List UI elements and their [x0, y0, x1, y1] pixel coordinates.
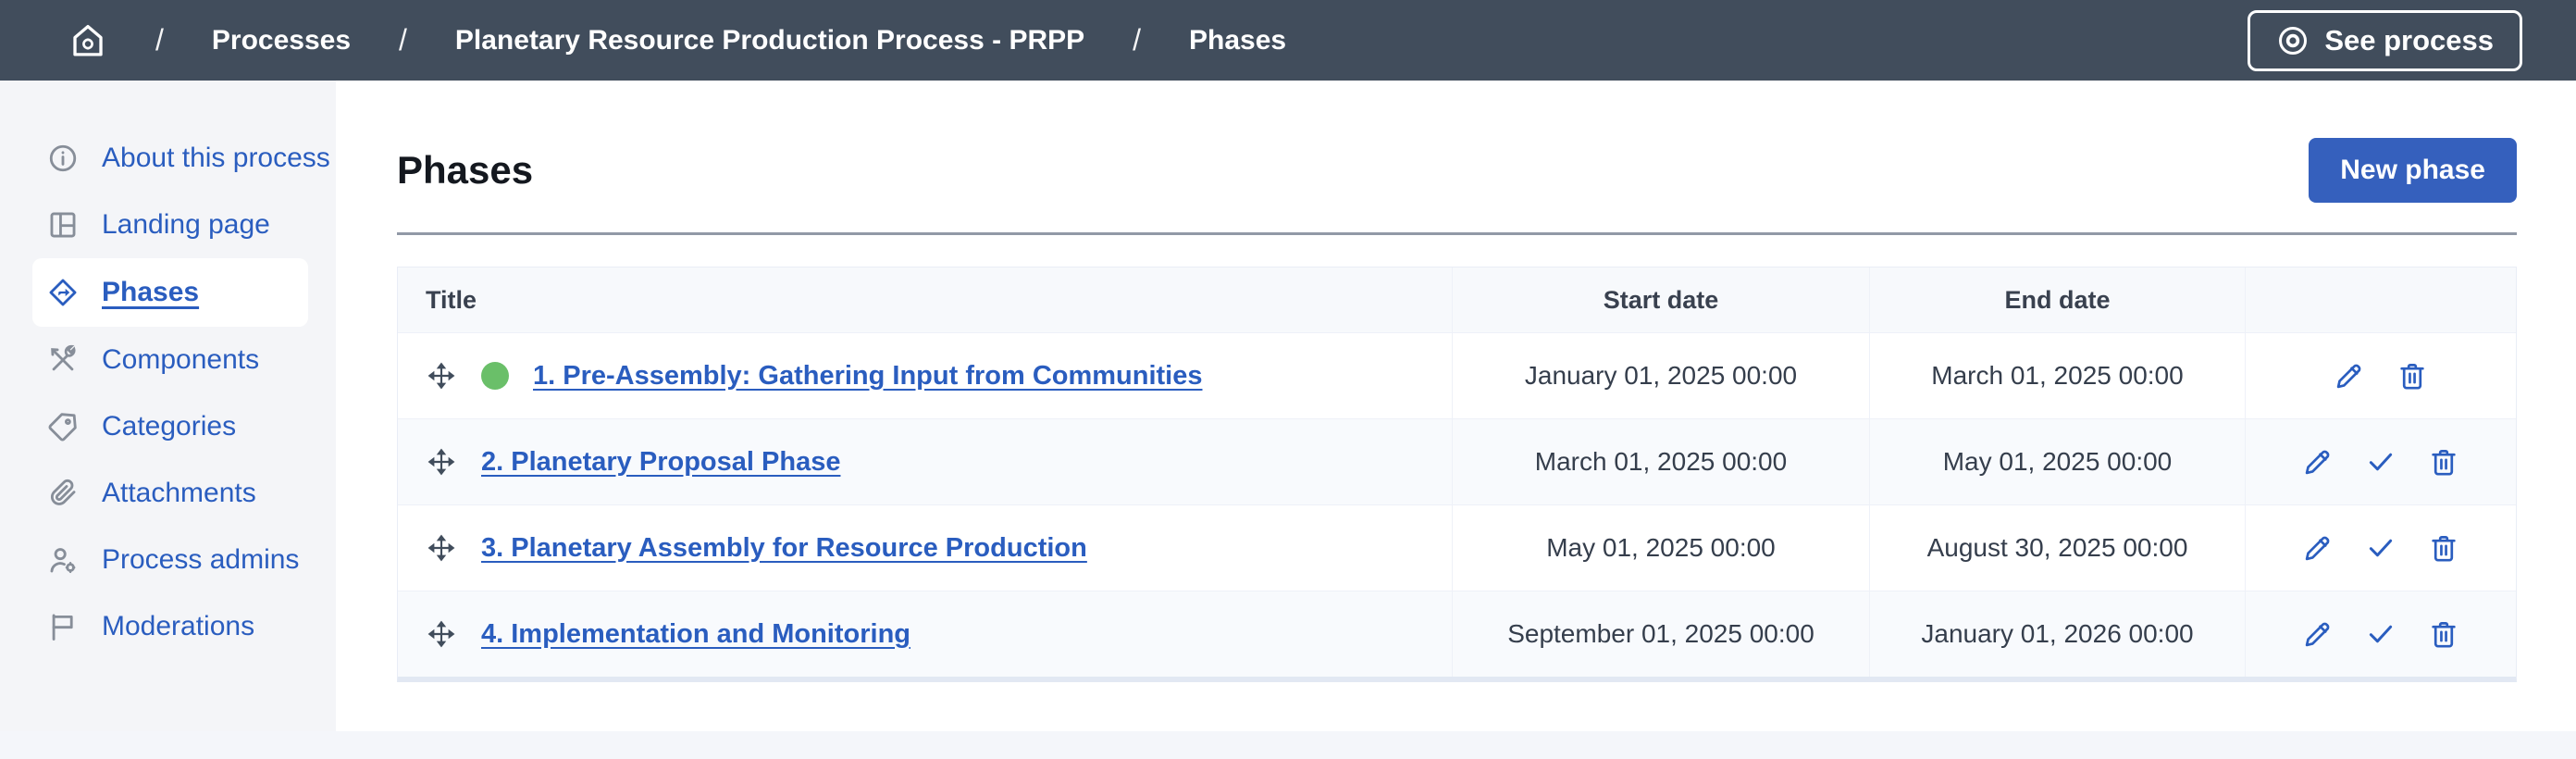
delete-phase-button[interactable] — [2396, 359, 2429, 392]
delete-phase-button[interactable] — [2427, 531, 2460, 565]
breadcrumb-separator: / — [155, 23, 164, 56]
drag-handle-icon[interactable] — [426, 618, 457, 650]
phase-title-link[interactable]: 2. Planetary Proposal Phase — [481, 446, 841, 477]
start-date-value: March 01, 2025 00:00 — [1452, 419, 1869, 504]
edit-phase-button[interactable] — [2301, 445, 2334, 479]
phase-title-link[interactable]: 3. Planetary Assembly for Resource Produ… — [481, 532, 1087, 563]
phase-title-link[interactable]: 4. Implementation and Monitoring — [481, 618, 910, 649]
end-date-value: March 01, 2025 00:00 — [1869, 333, 2245, 418]
breadcrumb-separator: / — [1133, 23, 1142, 56]
column-header-end-date: End date — [1869, 268, 2245, 332]
sidebar-item-label: About this process — [102, 143, 330, 173]
process-sidebar: About this process Landing page Phases — [0, 81, 336, 731]
start-date-value: January 01, 2025 00:00 — [1452, 333, 1869, 418]
home-breadcrumb-link[interactable] — [68, 21, 107, 60]
sidebar-item-attachments[interactable]: Attachments — [0, 460, 336, 527]
flag-icon — [46, 610, 80, 643]
layout-icon — [46, 208, 80, 242]
sidebar-item-label: Components — [102, 344, 260, 375]
sidebar-item-landing-page[interactable]: Landing page — [0, 192, 336, 258]
header-divider — [397, 232, 2517, 235]
sidebar-item-label: Categories — [102, 411, 237, 442]
sidebar-item-process-admins[interactable]: Process admins — [0, 527, 336, 593]
phases-table: Title Start date End date 1. Pre-Assembl… — [397, 267, 2517, 682]
table-header-row: Title Start date End date — [398, 268, 2516, 332]
column-header-title: Title — [426, 285, 477, 314]
sidebar-item-moderations[interactable]: Moderations — [0, 593, 336, 660]
sidebar-item-about[interactable]: About this process — [0, 125, 336, 192]
top-bar: / Processes / Planetary Resource Product… — [0, 0, 2576, 81]
attachment-icon — [46, 477, 80, 510]
page-title: Phases — [397, 148, 534, 192]
end-date-value: May 01, 2025 00:00 — [1869, 419, 2245, 504]
active-phase-indicator — [481, 362, 509, 390]
sidebar-item-categories[interactable]: Categories — [0, 393, 336, 460]
user-settings-icon — [46, 543, 80, 577]
main-content: Phases New phase Title Start date End da… — [336, 81, 2576, 731]
sidebar-item-label: Process admins — [102, 544, 300, 575]
delete-phase-button[interactable] — [2427, 445, 2460, 479]
sidebar-item-components[interactable]: Components — [0, 327, 336, 393]
see-process-label: See process — [2324, 23, 2494, 56]
end-date-value: August 30, 2025 00:00 — [1869, 505, 2245, 591]
edit-phase-button[interactable] — [2333, 359, 2366, 392]
delete-phase-button[interactable] — [2427, 617, 2460, 651]
drag-handle-icon[interactable] — [426, 532, 457, 564]
footer-strip — [0, 731, 2576, 759]
tools-icon — [46, 343, 80, 377]
sidebar-item-phases[interactable]: Phases — [32, 258, 308, 327]
edit-phase-button[interactable] — [2301, 617, 2334, 651]
table-row: 2. Planetary Proposal Phase March 01, 20… — [398, 418, 2516, 504]
phase-title-link[interactable]: 1. Pre-Assembly: Gathering Input from Co… — [533, 360, 1203, 391]
drag-handle-icon[interactable] — [426, 446, 457, 478]
direction-icon — [46, 276, 80, 309]
breadcrumb-processes[interactable]: Processes — [211, 24, 352, 56]
sidebar-item-label: Phases — [102, 277, 200, 307]
see-process-button[interactable]: See process — [2248, 9, 2522, 71]
edit-phase-button[interactable] — [2301, 531, 2334, 565]
start-date-value: May 01, 2025 00:00 — [1452, 505, 1869, 591]
breadcrumb: / Processes / Planetary Resource Product… — [68, 21, 1286, 60]
end-date-value: January 01, 2026 00:00 — [1869, 591, 2245, 677]
sidebar-item-label: Landing page — [102, 209, 270, 240]
breadcrumb-phases[interactable]: Phases — [1189, 24, 1287, 56]
breadcrumb-separator: / — [399, 23, 407, 56]
table-row: 4. Implementation and Monitoring Septemb… — [398, 591, 2516, 677]
column-header-actions — [2245, 268, 2516, 332]
activate-phase-button[interactable] — [2364, 617, 2397, 651]
home-gear-icon — [68, 21, 107, 60]
start-date-value: September 01, 2025 00:00 — [1452, 591, 1869, 677]
table-row: 1. Pre-Assembly: Gathering Input from Co… — [398, 332, 2516, 418]
eye-icon — [2276, 24, 2310, 57]
breadcrumb-process-name[interactable]: Planetary Resource Production Process - … — [454, 24, 1085, 56]
information-icon — [46, 142, 80, 175]
new-phase-button[interactable]: New phase — [2309, 138, 2517, 203]
table-row: 3. Planetary Assembly for Resource Produ… — [398, 504, 2516, 591]
drag-handle-icon[interactable] — [426, 360, 457, 392]
sidebar-item-label: Moderations — [102, 611, 255, 641]
activate-phase-button[interactable] — [2364, 445, 2397, 479]
price-tag-icon — [46, 410, 80, 443]
activate-phase-button[interactable] — [2364, 531, 2397, 565]
sidebar-item-label: Attachments — [102, 478, 256, 508]
column-header-start-date: Start date — [1452, 268, 1869, 332]
